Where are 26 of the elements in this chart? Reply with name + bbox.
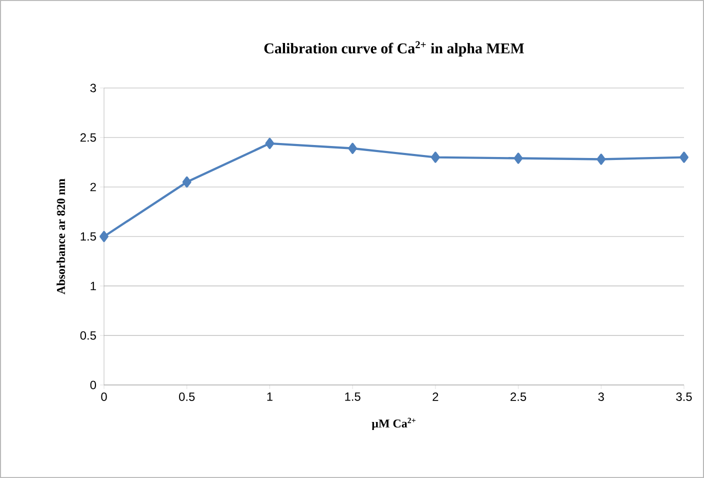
point [596, 154, 606, 165]
y-tick-label: 2.5 [80, 133, 96, 142]
x-tick-label: 3 [598, 392, 604, 401]
y-tick-label: 3 [90, 84, 96, 92]
point [182, 176, 192, 188]
x-tick-label: 2 [432, 392, 438, 401]
x-tick-label: 2.5 [510, 392, 526, 401]
x-tick-label: 1 [267, 392, 272, 401]
point [514, 152, 523, 164]
point [348, 142, 358, 154]
y-tick-label: 1.5 [80, 232, 96, 241]
y-tick-label: 0.5 [80, 331, 96, 340]
x-tick-label: 0 [101, 392, 107, 401]
point [100, 230, 108, 242]
x-axis-title: µM Ca$^{2+}$ [372, 418, 416, 430]
y-tick-label: 1 [90, 282, 96, 290]
point [430, 152, 440, 163]
y-axis-title: Absorbance ar 820 nm [56, 178, 66, 294]
y-tick-label: 0 [90, 380, 96, 390]
point [265, 138, 274, 150]
x-tick-label: 0.5 [179, 392, 195, 401]
point [680, 152, 688, 163]
x-tick-label: 3.5 [676, 392, 692, 401]
chart-title: Calibration curve of Ca$^{2+}$ in alpha MEM [264, 41, 524, 56]
y-tick-label: 2 [90, 182, 96, 192]
x-tick-label: 1.5 [345, 392, 360, 401]
